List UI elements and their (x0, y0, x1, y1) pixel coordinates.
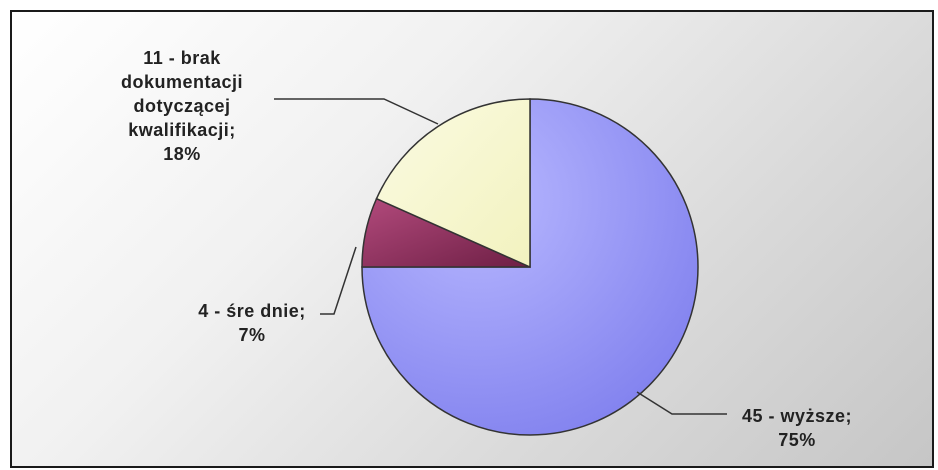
data-label-brak-line: kwalifikacji; (128, 120, 236, 140)
leader-line-srednie (320, 246, 357, 315)
leader-line-wyzsze (636, 391, 727, 415)
pie-chart (274, 98, 727, 436)
chart-area: 11 - brak dokumentacji dotyczącej kwalif… (10, 10, 934, 468)
pie-slice-wyzsze (361, 98, 699, 436)
data-label-wyzsze-line2: 75% (778, 430, 816, 450)
data-label-wyzsze: 45 - wyższe; 75% (717, 404, 877, 452)
data-label-brak-line: dokumentacji (120, 72, 244, 92)
data-label-brak-line: 11 - brak (143, 48, 221, 68)
data-label-srednie-line1: 4 - śre dnie; (198, 301, 306, 321)
pie-slice-brak (375, 98, 531, 269)
data-label-srednie: 4 - śre dnie; 7% (172, 299, 332, 347)
data-label-brak-line: 18% (163, 144, 201, 164)
data-label-srednie-line2: 7% (238, 325, 266, 345)
data-label-brak: 11 - brak dokumentacji dotyczącej kwalif… (102, 46, 262, 166)
data-label-wyzsze-line1: 45 - wyższe; (741, 406, 853, 426)
leader-line-brak (274, 98, 439, 125)
data-label-brak-line: dotyczącej (133, 96, 231, 116)
